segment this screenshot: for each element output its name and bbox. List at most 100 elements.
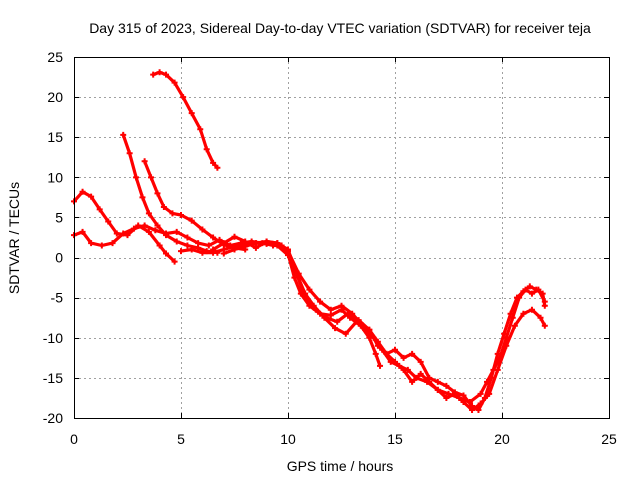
data-point <box>443 394 450 401</box>
data-point <box>184 242 191 249</box>
y-tick-label: 15 <box>47 129 63 145</box>
data-point <box>141 158 148 165</box>
data-point <box>156 242 163 249</box>
data-point <box>231 246 238 253</box>
data-point <box>469 402 476 409</box>
data-point <box>178 248 184 255</box>
data-point <box>501 330 508 337</box>
data-point <box>105 218 112 225</box>
data-point <box>426 374 433 381</box>
data-point <box>481 394 488 401</box>
data-point <box>334 318 341 325</box>
data-point <box>477 390 484 397</box>
data-point <box>210 234 217 241</box>
data-point <box>513 294 520 301</box>
y-tick-label: 25 <box>47 49 63 65</box>
data-point <box>173 228 180 235</box>
data-point <box>417 370 424 377</box>
data-point <box>383 350 390 357</box>
data-point <box>460 398 467 405</box>
x-axis-title: GPS time / hours <box>287 458 394 474</box>
data-point <box>163 71 170 78</box>
data-point <box>214 164 221 171</box>
plot-frame <box>74 57 610 419</box>
x-tick-label: 0 <box>70 431 78 447</box>
data-point <box>302 294 309 301</box>
x-tick-label: 20 <box>494 431 510 447</box>
data-point <box>113 230 120 237</box>
data-point <box>98 242 105 249</box>
data-point <box>169 210 176 217</box>
data-point <box>349 310 356 317</box>
data-point <box>199 249 206 256</box>
data-point <box>503 342 510 349</box>
x-tick-label: 10 <box>280 431 296 447</box>
data-point <box>537 314 544 321</box>
data-point <box>88 193 95 200</box>
data-point <box>150 71 157 78</box>
data-point <box>139 194 146 201</box>
data-point <box>488 374 495 381</box>
data-point <box>188 110 195 117</box>
data-point <box>195 240 202 247</box>
data-point <box>220 250 227 257</box>
series-arc-3 <box>143 159 247 252</box>
data-point <box>392 346 398 353</box>
data-point <box>145 228 152 235</box>
data-point <box>216 236 223 243</box>
data-point <box>434 386 441 393</box>
data-point <box>188 246 195 253</box>
data-point <box>306 286 313 293</box>
series-arc-1 <box>151 70 219 170</box>
series-arc-8 <box>222 239 547 412</box>
y-tick-label: -15 <box>43 370 63 386</box>
data-point <box>507 310 514 317</box>
data-point <box>220 240 227 247</box>
data-point <box>494 350 501 357</box>
data-point <box>366 326 373 333</box>
y-tick-label: -10 <box>43 330 63 346</box>
data-point <box>338 302 345 309</box>
data-point <box>357 320 364 327</box>
data-point <box>171 258 178 265</box>
data-point <box>242 243 249 250</box>
data-point <box>120 131 127 138</box>
data-point <box>541 302 548 309</box>
data-point <box>120 230 127 237</box>
data-point <box>392 358 398 365</box>
data-point <box>520 310 527 317</box>
y-axis-title: SDTVAR / TECUs <box>6 182 22 294</box>
data-point <box>443 382 450 389</box>
data-point <box>180 94 187 101</box>
data-point <box>130 225 137 232</box>
data-point <box>173 238 180 245</box>
data-point <box>494 366 501 373</box>
data-point <box>141 222 148 229</box>
data-point <box>79 228 86 235</box>
y-tick-label: 10 <box>47 169 63 185</box>
x-tick-label: 15 <box>387 431 403 447</box>
axis-ticks: 0 5 10 15 20 25 -20 -15 -10 -5 0 5 10 15 20 25 <box>43 49 617 447</box>
data-point <box>263 238 270 245</box>
data-point <box>199 226 206 233</box>
data-point <box>409 378 416 385</box>
data-point <box>400 354 407 361</box>
data-point <box>541 322 548 329</box>
data-point <box>163 250 170 257</box>
data-point <box>231 233 238 240</box>
data-point <box>160 204 167 211</box>
data-point <box>154 222 161 229</box>
data-point <box>377 362 384 369</box>
data-point <box>210 246 217 253</box>
data-point <box>327 306 334 313</box>
data-point <box>323 314 330 321</box>
data-series <box>71 69 548 413</box>
data-point <box>163 230 170 237</box>
data-point <box>374 338 381 345</box>
data-point <box>154 190 161 197</box>
data-point <box>96 206 103 213</box>
data-point <box>203 146 210 153</box>
y-tick-label: 20 <box>47 89 63 105</box>
data-point <box>285 248 291 255</box>
